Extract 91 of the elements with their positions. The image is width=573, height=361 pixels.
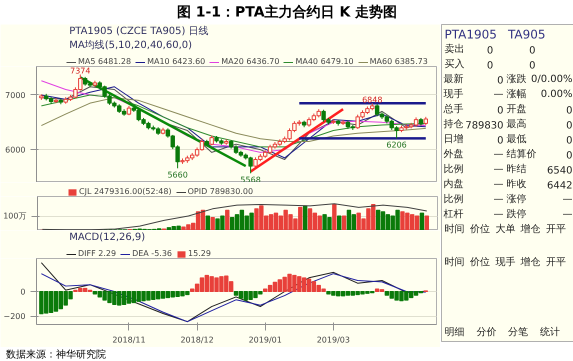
text: 0	[497, 76, 504, 86]
text: PTA1905	[444, 28, 497, 42]
text: 最高	[506, 118, 526, 130]
text: —	[494, 179, 504, 190]
text: 最新	[444, 73, 464, 85]
legend-title: MACD(12,26,9)	[69, 232, 146, 243]
x-tick-label: 2018/11	[112, 336, 146, 344]
text: 外盘	[444, 148, 464, 160]
text: 0	[497, 106, 504, 116]
text: —	[494, 209, 504, 220]
text: 789830	[465, 120, 504, 132]
y-tick-label: 7000	[5, 90, 26, 100]
text: 比例	[444, 193, 464, 205]
legend-label: 15.29	[188, 249, 211, 258]
text: 结算价	[506, 148, 536, 160]
text: 明细	[444, 326, 464, 338]
annotation: 5660	[167, 170, 188, 180]
text: 最低	[506, 134, 526, 145]
chart-subtitle: PTA1905 (CZCE TA905) 日线	[69, 25, 209, 37]
legend-label: MA10 6423.60	[147, 57, 206, 66]
text: 时间	[444, 256, 464, 268]
text: —	[494, 89, 504, 100]
text: 开平	[546, 224, 566, 235]
y-tick-label: 100万	[3, 212, 27, 221]
text: 统计	[540, 326, 560, 338]
legend-label: MA5 6481.28	[78, 57, 132, 66]
text: 内盘	[444, 178, 464, 190]
text: 昨结	[506, 163, 526, 175]
annotation: 6206	[386, 140, 407, 150]
text: 开平	[546, 257, 566, 268]
text: 总手	[442, 103, 464, 115]
chart-title: 图 1-1：PTA主力合约日 K 走势图	[176, 4, 398, 20]
text: 价位	[468, 256, 490, 268]
legend-label: MA60 6385.73	[370, 57, 428, 66]
text: —	[562, 209, 572, 220]
text: 现手	[444, 88, 464, 100]
text: 0/0.00%	[531, 74, 572, 85]
text: 日增	[444, 133, 464, 145]
text: 分笔	[508, 326, 528, 338]
text: 分价	[476, 326, 496, 338]
x-tick-label: 2019/03	[316, 336, 350, 344]
text: TA905	[507, 28, 546, 42]
text: 卖出	[444, 43, 464, 55]
text: 现手	[495, 256, 516, 268]
y-tick-label: 6000	[5, 146, 26, 155]
text: 杠杆	[442, 208, 464, 220]
text: 0	[566, 136, 573, 146]
text: —	[562, 194, 572, 205]
text: 0	[486, 46, 494, 56]
text: 0	[566, 150, 573, 162]
y-tick-label: 0	[20, 288, 26, 296]
x-tick-label: 2019/01	[248, 336, 282, 344]
text: —	[494, 149, 504, 160]
text: 比例	[444, 163, 464, 175]
text: —	[494, 164, 504, 175]
text: 价位	[468, 223, 490, 235]
annotation: 7374	[70, 66, 90, 76]
text: 0.00%	[540, 89, 573, 100]
text: 买入	[444, 58, 464, 70]
legend-label: DIFF 2.29	[78, 249, 116, 258]
text: 0	[566, 106, 573, 116]
legend-label: MA20 6436.70	[221, 57, 280, 66]
text: 6540	[547, 166, 573, 176]
text: 昨收	[506, 178, 526, 190]
text: 涨幅	[506, 88, 526, 100]
text: 持仓	[444, 118, 464, 130]
text: 涨跌	[506, 73, 526, 85]
text: 涨停	[506, 193, 526, 205]
text: 0	[529, 46, 536, 56]
annotation: 6848	[362, 95, 382, 104]
text: 开盘	[506, 103, 526, 115]
legend-label: OPID 789830.00	[188, 187, 254, 196]
text: 增仓	[520, 256, 541, 268]
source-note: 数据来源：神华研究院	[6, 348, 106, 360]
text: 0	[529, 60, 536, 72]
text: 0	[497, 136, 504, 146]
text: 6442	[547, 180, 573, 192]
legend-label: DEA -5.36	[132, 249, 172, 258]
text: 0	[566, 120, 573, 132]
text: 0	[486, 60, 494, 72]
text: 跌停	[506, 208, 526, 220]
text: —	[494, 194, 504, 205]
y-tick-label: −200	[4, 312, 26, 322]
legend-title: MA均线(5,10,20,40,60,0)	[69, 39, 192, 51]
x-tick-label: 2018/12	[180, 336, 214, 344]
legend-label: CJL 2479316.00(52:48)	[79, 187, 172, 196]
text: 大单	[495, 223, 516, 235]
text: 增仓	[520, 223, 541, 235]
annotation: 5568	[240, 175, 261, 184]
text: 时间	[444, 223, 464, 235]
legend-label: MA40 6479.10	[295, 57, 354, 66]
